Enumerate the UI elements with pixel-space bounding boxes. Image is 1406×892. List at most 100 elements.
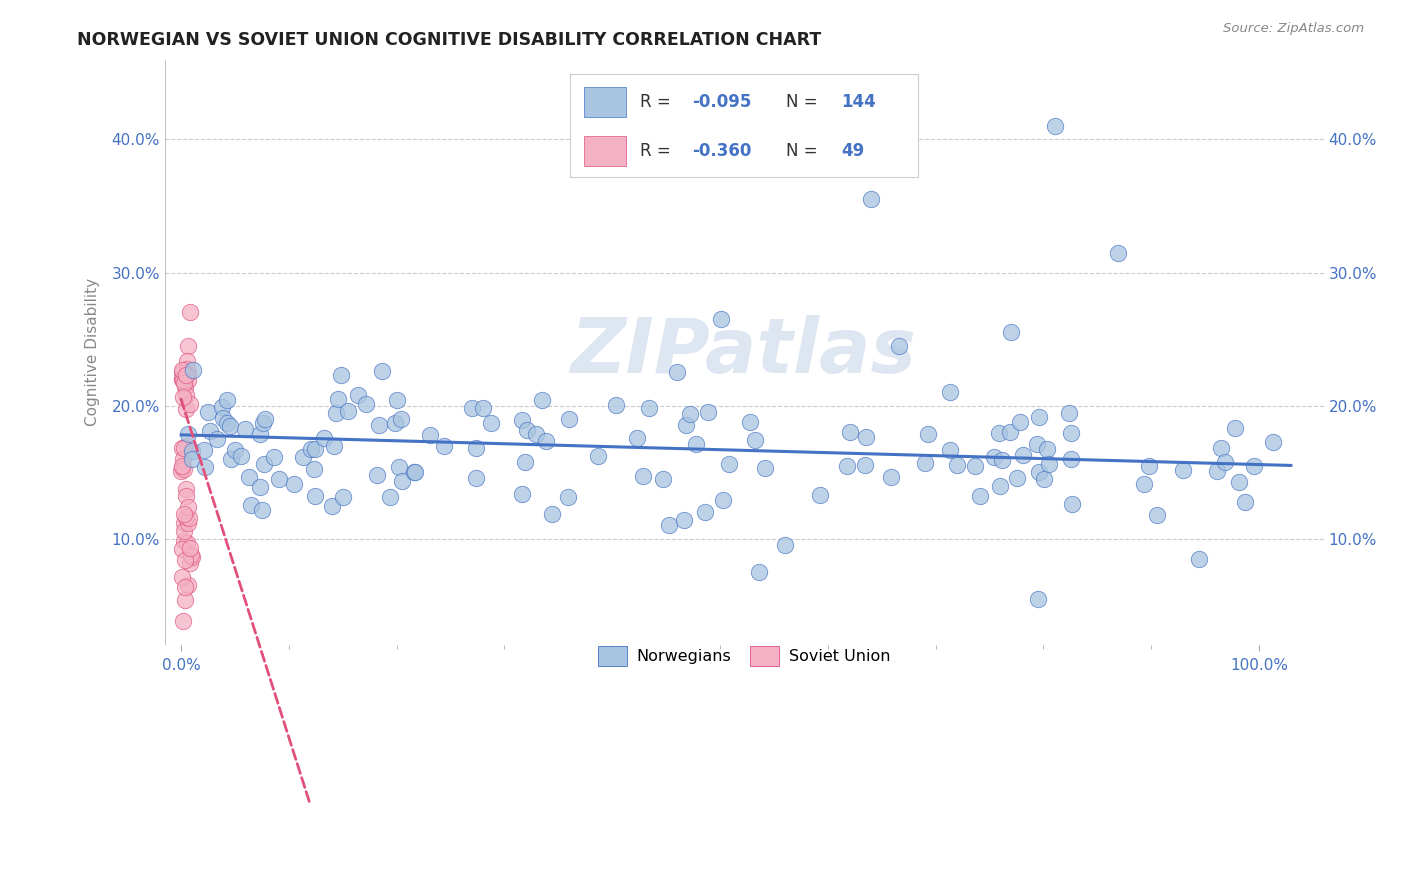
Point — [170, 459, 193, 474]
Point — [366, 468, 388, 483]
Point — [855, 429, 877, 443]
Point — [322, 439, 344, 453]
Point — [177, 516, 200, 530]
Point — [402, 465, 425, 479]
Point — [685, 437, 707, 451]
Point — [249, 480, 271, 494]
Point — [218, 418, 240, 433]
Point — [174, 552, 197, 566]
Point — [1188, 551, 1211, 566]
Point — [1012, 448, 1035, 462]
Point — [1005, 471, 1028, 485]
Point — [1171, 462, 1194, 476]
Y-axis label: Cognitive Disability: Cognitive Disability — [86, 278, 100, 426]
Point — [172, 373, 194, 387]
Point — [384, 416, 406, 430]
Point — [718, 457, 741, 471]
Point — [198, 424, 221, 438]
Point — [1010, 416, 1032, 430]
Point — [180, 444, 202, 458]
Point — [557, 411, 579, 425]
Point — [238, 470, 260, 484]
Point — [173, 451, 195, 466]
Point — [299, 442, 322, 456]
Point — [464, 441, 486, 455]
Point — [471, 401, 494, 415]
Point — [1060, 452, 1083, 467]
Point — [748, 565, 770, 579]
Point — [586, 450, 609, 464]
Point — [170, 460, 193, 475]
Point — [1060, 425, 1083, 440]
Point — [177, 427, 200, 442]
Point — [174, 388, 197, 402]
Point — [215, 393, 238, 408]
Point — [1233, 495, 1256, 509]
Point — [179, 541, 201, 556]
Point — [170, 442, 193, 456]
Point — [1107, 245, 1129, 260]
Point — [1028, 409, 1050, 424]
Point — [172, 363, 194, 377]
Point — [557, 490, 579, 504]
Point — [179, 548, 201, 562]
Point — [605, 398, 627, 412]
Point — [775, 538, 797, 552]
Point — [510, 487, 533, 501]
Point — [250, 503, 273, 517]
Point — [675, 418, 697, 433]
Point — [302, 462, 325, 476]
Point — [321, 499, 343, 513]
Point — [391, 474, 413, 488]
Point — [172, 390, 194, 404]
Point — [231, 449, 253, 463]
Point — [177, 510, 200, 524]
Point — [325, 406, 347, 420]
Point — [1038, 458, 1060, 472]
Point — [174, 368, 197, 383]
Point — [193, 443, 215, 458]
Point — [263, 450, 285, 465]
Point — [631, 468, 654, 483]
Point — [1225, 421, 1247, 435]
Point — [853, 458, 876, 473]
Point — [969, 489, 991, 503]
Text: ZIPatlas: ZIPatlas — [571, 316, 917, 389]
Point — [378, 490, 401, 504]
Point — [1243, 458, 1265, 473]
Point — [177, 500, 200, 515]
Text: NORWEGIAN VS SOVIET UNION COGNITIVE DISABILITY CORRELATION CHART: NORWEGIAN VS SOVIET UNION COGNITIVE DISA… — [77, 31, 821, 49]
Point — [1036, 442, 1059, 456]
Point — [354, 396, 377, 410]
Point — [1062, 497, 1084, 511]
Point — [536, 434, 558, 448]
Point — [837, 458, 859, 473]
Point — [173, 462, 195, 476]
Point — [177, 577, 200, 591]
Point — [329, 368, 352, 383]
Point — [839, 425, 862, 439]
Point — [174, 592, 197, 607]
Point — [665, 365, 688, 379]
Point — [1026, 437, 1049, 451]
Point — [176, 373, 198, 387]
Point — [695, 505, 717, 519]
Point — [860, 192, 883, 206]
Point — [651, 472, 673, 486]
Point — [1133, 477, 1156, 491]
Point — [711, 493, 734, 508]
Point — [672, 513, 695, 527]
Point — [173, 533, 195, 548]
Point — [215, 416, 238, 430]
Point — [658, 518, 681, 533]
Point — [172, 614, 194, 628]
Point — [176, 510, 198, 524]
Legend: Norwegians, Soviet Union: Norwegians, Soviet Union — [592, 640, 897, 673]
Point — [172, 541, 194, 556]
Point — [205, 432, 228, 446]
Point — [336, 404, 359, 418]
Point — [170, 464, 193, 478]
Point — [808, 488, 831, 502]
Point — [176, 339, 198, 353]
Point — [254, 411, 277, 425]
